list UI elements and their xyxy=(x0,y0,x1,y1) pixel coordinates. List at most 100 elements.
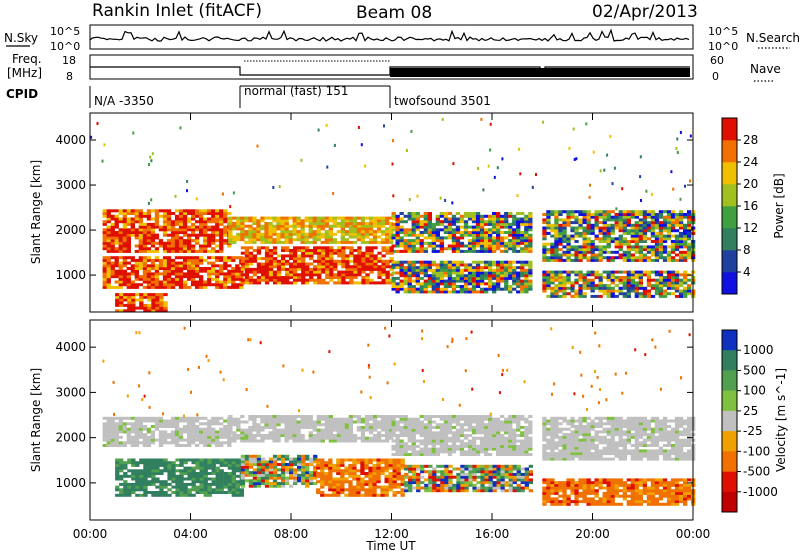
heat-cell xyxy=(329,418,333,421)
heat-cell xyxy=(337,263,341,266)
heat-cell xyxy=(599,213,603,216)
heat-cell xyxy=(570,213,574,216)
heat-cell xyxy=(333,423,337,426)
heat-cell xyxy=(488,440,492,443)
heat-cell xyxy=(436,269,440,272)
heat-cell xyxy=(305,246,309,249)
heat-cell xyxy=(440,269,444,272)
heat-cell xyxy=(115,286,119,289)
heat-cell xyxy=(131,272,135,275)
heat-cell xyxy=(677,151,679,154)
heat-cell xyxy=(627,290,631,293)
heat-cell xyxy=(448,228,452,231)
heat-cell xyxy=(456,440,460,443)
heat-cell xyxy=(147,242,151,245)
heat-cell xyxy=(369,271,373,274)
station-title: Rankin Inlet (fitACF) xyxy=(92,1,262,21)
heat-cell xyxy=(135,436,139,439)
heat-cell xyxy=(595,245,599,248)
heat-cell xyxy=(615,433,619,436)
heat-cell xyxy=(635,229,639,232)
heat-cell xyxy=(562,232,566,235)
heat-cell xyxy=(272,230,276,233)
heat-cell xyxy=(528,218,532,221)
heat-cell xyxy=(420,429,424,432)
heat-cell xyxy=(542,221,546,224)
heat-cell xyxy=(329,440,333,443)
heat-cell xyxy=(139,264,143,267)
heat-cell xyxy=(595,224,599,227)
heat-cell xyxy=(289,431,293,434)
heat-cell xyxy=(627,218,631,221)
heat-cell xyxy=(249,268,253,271)
heat-cell xyxy=(476,445,480,448)
heat-cell xyxy=(496,263,500,266)
heat-cell xyxy=(147,441,151,444)
heat-cell xyxy=(289,421,293,424)
heat-cell xyxy=(476,274,480,277)
heat-cell xyxy=(436,215,440,218)
heat-cell xyxy=(155,259,159,262)
heat-cell xyxy=(139,304,143,307)
heat-cell xyxy=(159,272,163,275)
heat-cell xyxy=(349,426,353,429)
heat-cell xyxy=(570,210,574,213)
heat-cell xyxy=(408,218,412,221)
heat-cell xyxy=(385,431,389,434)
heat-cell xyxy=(488,242,492,245)
heat-cell xyxy=(452,418,456,421)
heat-cell xyxy=(542,447,546,450)
heat-cell xyxy=(297,273,301,276)
heat-cell xyxy=(119,428,123,431)
heat-cell xyxy=(619,243,623,246)
heat-cell xyxy=(424,272,428,275)
heat-cell xyxy=(587,425,591,428)
heat-cell xyxy=(203,267,207,270)
heat-cell xyxy=(542,237,546,240)
heat-cell xyxy=(546,276,550,279)
heat-cell xyxy=(167,281,171,284)
heat-cell xyxy=(207,283,211,286)
heat-cell xyxy=(103,433,107,436)
heat-cell xyxy=(595,439,599,442)
heat-cell xyxy=(357,437,361,440)
heat-cell xyxy=(183,262,187,265)
heat-cell xyxy=(663,248,667,251)
heat-cell xyxy=(253,271,257,274)
heat-cell xyxy=(143,307,147,310)
heat-cell xyxy=(163,262,167,265)
heat-cell xyxy=(358,126,360,129)
heat-cell xyxy=(325,415,329,418)
heat-cell xyxy=(345,434,349,437)
heat-cell xyxy=(115,234,119,237)
heat-cell xyxy=(309,415,313,418)
heat-cell xyxy=(448,269,452,272)
heat-cell xyxy=(235,278,239,281)
heat-cell xyxy=(542,248,546,251)
heat-cell xyxy=(349,241,353,244)
heat-cell xyxy=(228,236,232,239)
heat-cell xyxy=(562,240,566,243)
heat-cell xyxy=(591,439,595,442)
heat-cell xyxy=(293,434,297,437)
heat-cell xyxy=(647,290,651,293)
heat-cell xyxy=(512,453,516,456)
heat-cell xyxy=(382,279,386,282)
heat-cell xyxy=(599,295,603,298)
heat-cell xyxy=(111,436,115,439)
heat-cell xyxy=(400,429,404,432)
heat-cell xyxy=(504,266,508,269)
heat-cell xyxy=(349,276,353,279)
heat-cell xyxy=(512,261,516,264)
heat-cell xyxy=(562,433,566,436)
heat-cell xyxy=(341,423,345,426)
heat-cell xyxy=(127,239,131,242)
heat-cell xyxy=(151,301,155,304)
heat-cell xyxy=(127,283,131,286)
heat-cell xyxy=(671,271,675,274)
heat-cell xyxy=(558,243,562,246)
heat-cell xyxy=(524,277,528,280)
heat-cell xyxy=(396,231,400,234)
heat-cell xyxy=(357,268,361,271)
heat-cell xyxy=(297,230,301,233)
